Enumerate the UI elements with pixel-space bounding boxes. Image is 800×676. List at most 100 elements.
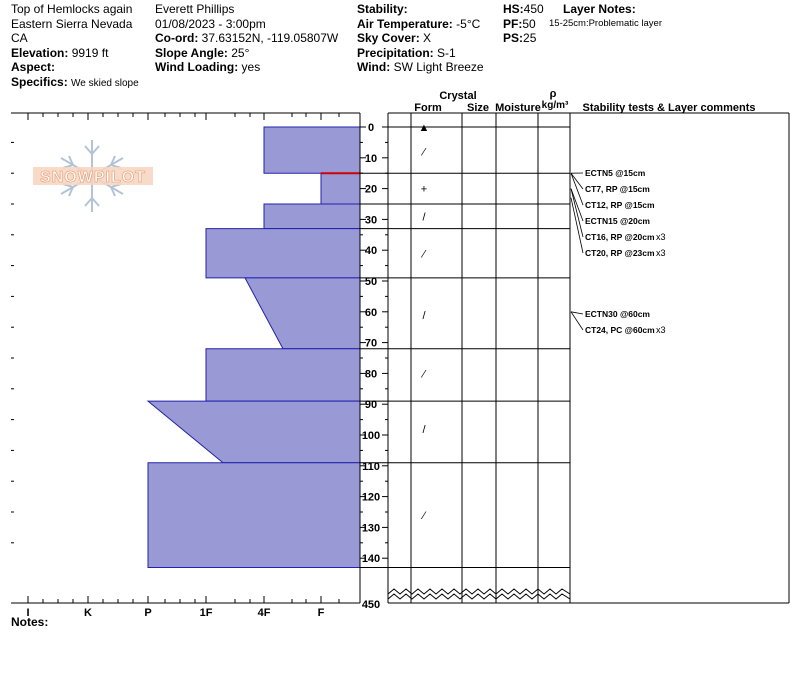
sky-row: Sky Cover: X	[357, 31, 484, 46]
stability-test-label: ECTN5 @15cm	[585, 168, 646, 178]
stability-test-label: CT16, RP @20cm	[585, 232, 655, 242]
depth-tick-label: 130	[362, 522, 380, 534]
moisture-header: Moisture	[495, 102, 541, 114]
crystal-form-symbol: ⁄	[420, 368, 427, 380]
air-temp-value: -5°C	[456, 16, 481, 31]
precip-label: Precipitation:	[357, 45, 434, 60]
test-leader-line	[570, 172, 584, 190]
aspect-label: Aspect:	[11, 60, 56, 74]
slope-label: Slope Angle:	[155, 45, 228, 60]
hs-row: HS:450	[503, 2, 544, 17]
crystal-form-symbol: ⁄	[420, 248, 427, 260]
depth-tick-label: 80	[365, 368, 377, 380]
hardness-tick-label: K	[84, 607, 92, 619]
hardness-tick-label: 1F	[200, 607, 213, 619]
range-name: Eastern Sierra Nevada	[11, 16, 133, 31]
hardness-layer	[263, 203, 361, 230]
stability-test-label: CT20, RP @23cm	[585, 248, 655, 258]
ps-value: 25	[523, 31, 537, 45]
observer-name: Everett Phillips	[155, 2, 235, 16]
coord-label: Co-ord:	[155, 31, 199, 45]
depth-tick-label: 10	[365, 153, 377, 165]
crystal-forms: ▲ ⁄ + / ⁄ / ⁄ / ⁄	[419, 122, 430, 522]
depth-break-upper	[387, 588, 571, 595]
elevation-row: Elevation: 9919 ft	[11, 46, 139, 61]
precip-row: Precipitation: S-1	[357, 46, 484, 61]
hardness-layers	[146, 126, 361, 568]
depth-tick-label: 140	[362, 553, 380, 565]
depth-tick-label: 0	[368, 122, 374, 134]
depth-tick-label: 50	[365, 276, 377, 288]
state-name: CA	[11, 31, 28, 45]
layer-note-text: 15-25cm:Problematic layer	[549, 18, 662, 29]
depth-tick-label: 40	[365, 245, 377, 257]
air-temp-row: Air Temperature: -5°C	[357, 17, 484, 32]
crystal-form-symbol: ⁄	[420, 510, 427, 522]
hs-label: HS:	[503, 2, 524, 16]
stability-test-label: CT7, RP @15cm	[585, 184, 650, 194]
header-snowpack-info: HS:450 PF:50 PS:25	[503, 2, 544, 46]
wind-label: Wind:	[357, 60, 391, 74]
sky-label: Sky Cover:	[357, 31, 420, 45]
depth-tick-label: 100	[362, 430, 380, 442]
size-header: Size	[467, 102, 489, 114]
density-units: kg/m³	[542, 100, 569, 111]
wind-loading-row: Wind Loading: yes	[155, 60, 338, 75]
slope-row: Slope Angle: 25°	[155, 46, 338, 61]
layer-notes-title: Layer Notes:	[563, 2, 636, 16]
wind-value: SW Light Breeze	[393, 60, 484, 74]
depth-tick-label: 30	[365, 214, 377, 226]
ps-label: PS:	[503, 31, 524, 45]
pf-value: 50	[522, 16, 536, 31]
chart-frame	[11, 112, 790, 604]
hardness-layer	[320, 172, 361, 205]
depth-tick-label: 90	[365, 399, 377, 411]
stability-tests: ECTN5 @15cm CT7, RP @15cm CT12, RP @15cm EC…	[570, 168, 666, 335]
bottom-depth-label: 450	[362, 599, 380, 611]
depth-tick-label: 110	[362, 461, 380, 473]
test-leader-line	[570, 311, 584, 331]
test-leader-line	[570, 311, 584, 315]
hardness-layer	[147, 462, 361, 568]
layer-notes: Layer Notes:	[563, 2, 636, 17]
observation-datetime: 01/08/2023 - 3:00pm	[155, 16, 266, 31]
air-temp-label: Air Temperature:	[357, 16, 453, 31]
stability-row: Stability:	[357, 2, 484, 17]
wind-loading-value: yes	[241, 60, 261, 74]
depth-tick-label: 20	[365, 184, 377, 196]
stability-test-multiplier: x3	[656, 232, 666, 242]
slope-value: 25°	[231, 45, 250, 60]
test-leader-line	[570, 188, 584, 238]
hardness-tick-label: P	[144, 607, 151, 619]
depth-tick-label: 70	[365, 338, 377, 350]
hs-value: 450	[523, 2, 544, 16]
hardness-layer	[244, 277, 361, 350]
elevation-value: 9919 ft	[71, 45, 109, 60]
crystal-form-symbol: /	[422, 211, 426, 223]
test-leader-line	[570, 173, 584, 206]
depth-tick-label: 120	[362, 492, 380, 504]
hardness-tick-label: 4F	[258, 607, 271, 619]
specifics-value: We skied slope	[71, 77, 139, 89]
sky-value: X	[423, 31, 432, 45]
pf-label: PF:	[503, 16, 523, 31]
ps-row: PS:25	[503, 31, 544, 46]
wind-loading-label: Wind Loading:	[155, 60, 239, 74]
header-site-info: Top of Hemlocks again Eastern Sierra Nev…	[11, 2, 139, 91]
hardness-layer	[146, 400, 361, 464]
hardness-layer	[263, 126, 361, 174]
coord-row: Co-ord: 37.63152N, -119.05807W	[155, 31, 338, 46]
crystal-form-symbol: ▲	[419, 122, 430, 134]
crystal-header: Crystal	[439, 90, 476, 102]
depth-tick-label: 60	[365, 307, 377, 319]
stability-test-label: ECTN15 @20cm	[585, 216, 650, 226]
stability-test-label: CT12, RP @15cm	[585, 200, 655, 210]
wind-row: Wind: SW Light Breeze	[357, 60, 484, 75]
snowpilot-logo: SNOWPILOT	[33, 140, 153, 212]
crystal-form-symbol: +	[421, 184, 427, 196]
precip-value: S-1	[437, 45, 456, 60]
header-observer-info: Everett Phillips 01/08/2023 - 3:00pm Co-…	[155, 2, 338, 75]
crystal-form-symbol: /	[422, 310, 426, 322]
layer-boundaries	[360, 126, 570, 568]
crystal-form-symbol: ⁄	[420, 147, 427, 159]
